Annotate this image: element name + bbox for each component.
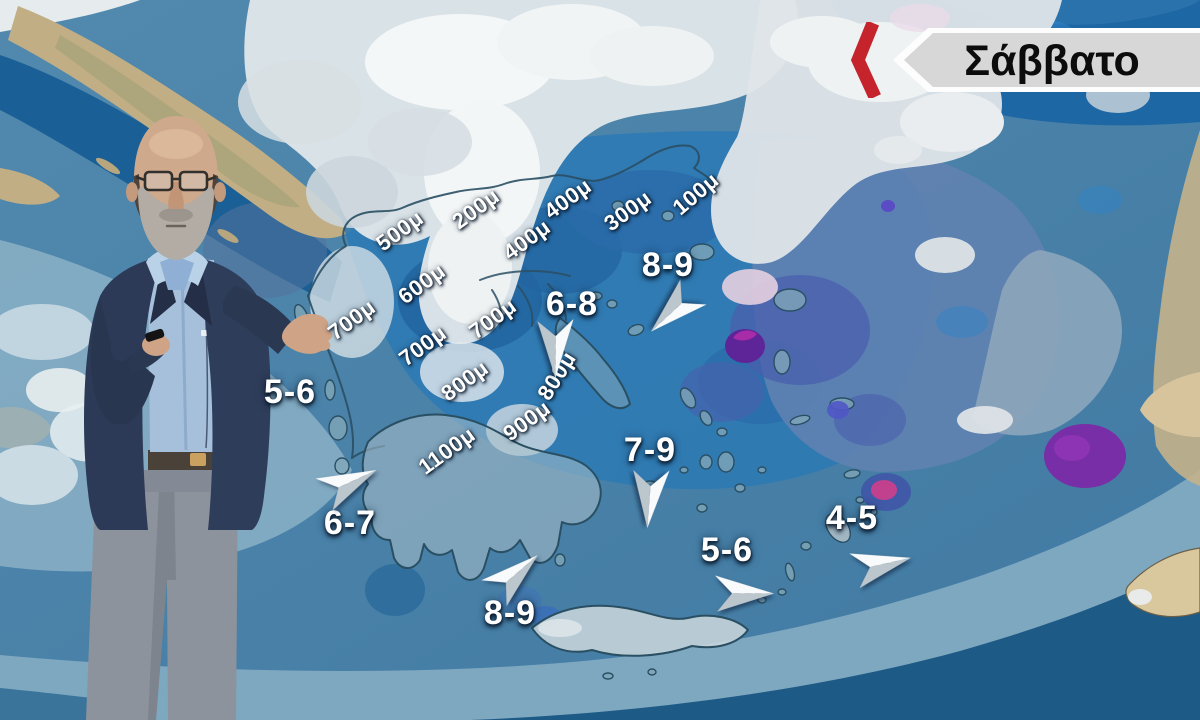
heavy-precip-areas [725,200,1126,511]
day-banner: Σάββατο [848,20,1200,100]
day-banner-label: Σάββατο [964,37,1139,85]
weather-presenter [84,116,333,720]
banner-chevron-icon [850,20,881,100]
glasses [135,170,217,192]
greece-coastlines [293,144,878,680]
